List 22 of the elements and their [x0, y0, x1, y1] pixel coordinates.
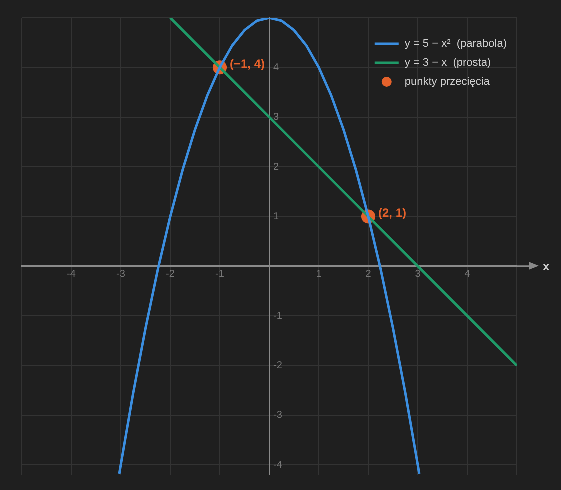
y-tick-label: 1 — [274, 211, 280, 222]
x-tick-label: -3 — [116, 269, 126, 280]
x-tick-label: -1 — [216, 269, 225, 280]
y-tick-label: 4 — [274, 62, 280, 74]
annotation: (2, 1) — [378, 206, 407, 220]
x-tick-label: -4 — [67, 269, 76, 280]
y-tick-label: -1 — [274, 310, 283, 322]
y-tick-label: 3 — [274, 112, 280, 124]
y-tick-label: 2 — [274, 162, 280, 173]
x-axis-title: x — [543, 260, 550, 274]
y-tick-label: -2 — [274, 360, 283, 372]
x-tick-label: -2 — [166, 269, 176, 280]
y-tick-label: -4 — [274, 460, 283, 471]
legend-label: punkty przecięcia — [404, 76, 491, 88]
legend-label: y = 3 − x (prosta) — [404, 57, 492, 70]
x-tick-label: 3 — [415, 269, 422, 280]
x-tick-label: 1 — [316, 269, 322, 280]
annotation: (−1, 4) — [230, 56, 266, 71]
y-tick-label: -3 — [274, 410, 283, 422]
x-tick-label: 4 — [464, 269, 471, 280]
x-tick-label: 2 — [366, 269, 372, 280]
legend-label: y = 5 − x² (parabola) — [404, 38, 508, 50]
